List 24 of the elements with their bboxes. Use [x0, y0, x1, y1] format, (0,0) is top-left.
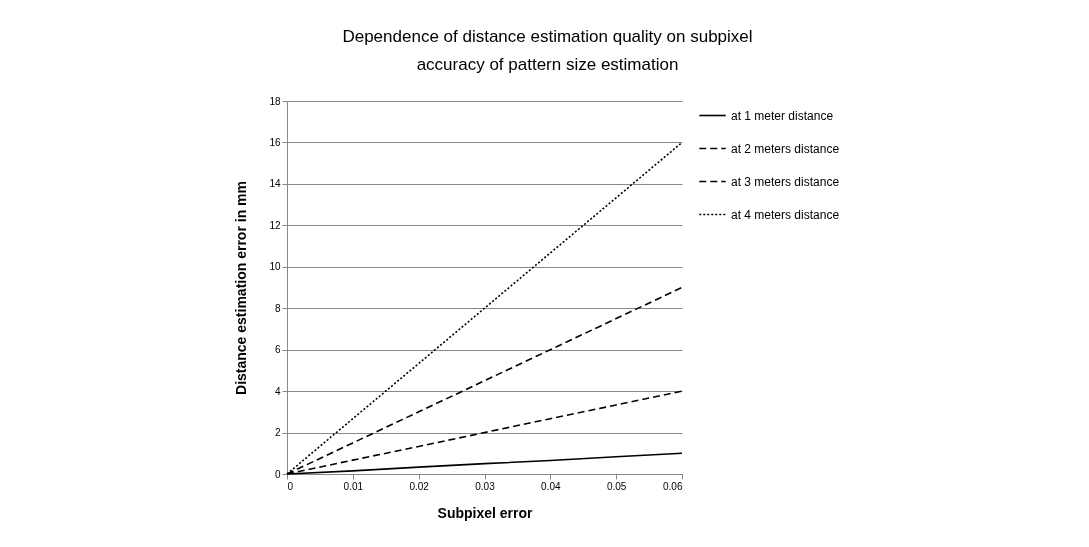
x-tick-label: 0	[287, 480, 294, 492]
x-tick-label: 0.01	[343, 480, 364, 492]
x-tick-label: 0.06	[663, 480, 683, 492]
y-tick-label: 12	[269, 219, 281, 231]
y-tick-label: 18	[269, 95, 281, 107]
y-tick-label: 0	[274, 468, 281, 480]
legend-label: at 3 meters distance	[731, 174, 840, 189]
x-tick-label: 0.02	[409, 480, 430, 492]
y-tick-label: 10	[269, 261, 281, 273]
x-tick-label: 0.04	[541, 480, 561, 492]
y-tick-label: 14	[269, 178, 281, 190]
x-axis-title: Subpixel error	[437, 504, 534, 521]
x-tick-label: 0.05	[606, 480, 627, 492]
y-tick-label: 8	[274, 302, 281, 314]
legend-label: at 4 meters distance	[731, 207, 840, 222]
y-axis-title: Distance estimation error in mm	[233, 181, 250, 395]
x-tick-label: 0.03	[475, 480, 496, 492]
chart-title: Dependence of distance estimation quality on subpixel accuracy of pattern size estimation	[342, 27, 753, 74]
y-tick-label: 6	[274, 344, 281, 356]
y-tick-label: 16	[269, 136, 281, 148]
legend-label: at 2 meters distance	[731, 141, 840, 156]
legend-label: at 1 meter distance	[731, 108, 834, 123]
y-tick-label: 2	[274, 427, 281, 439]
y-tick-label: 4	[274, 385, 281, 397]
